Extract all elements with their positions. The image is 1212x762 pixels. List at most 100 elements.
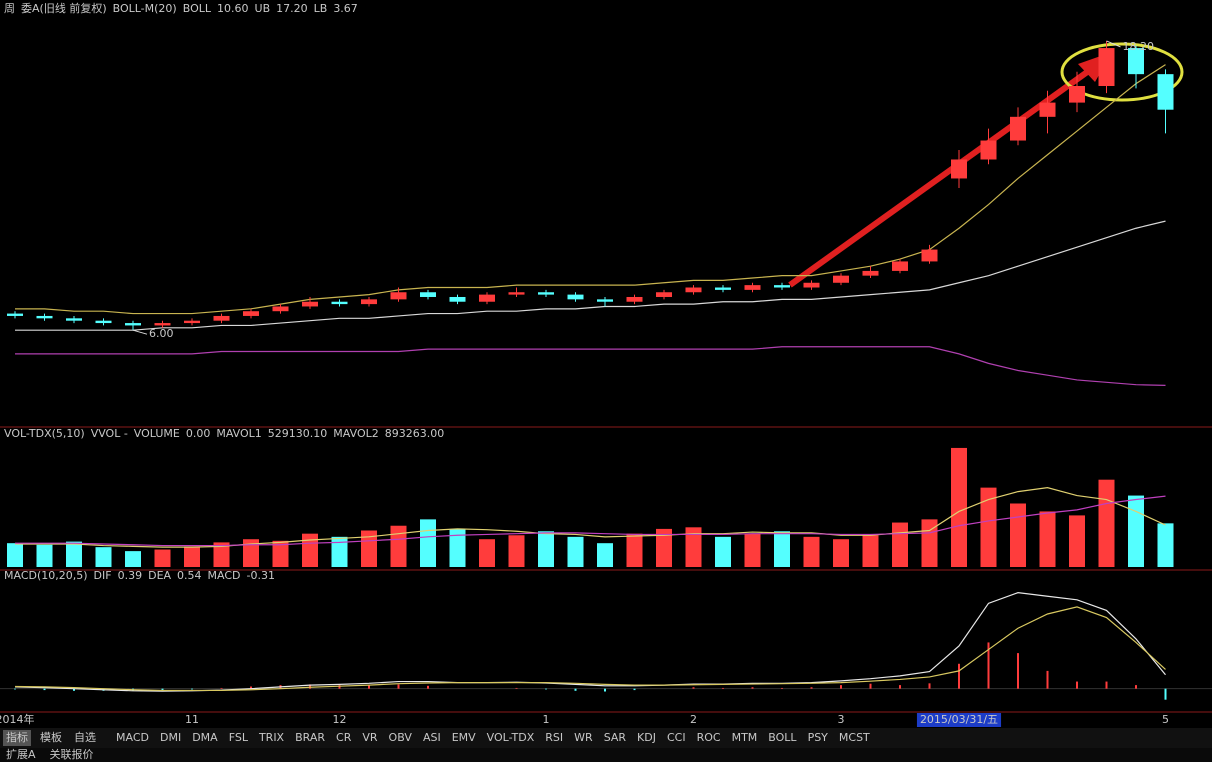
candle-body [420,292,436,297]
indicator-tab[interactable]: CR [336,731,352,744]
candle-body [479,294,495,302]
indicator-tab[interactable]: BRAR [295,731,325,744]
indicator-tab[interactable]: DMI [160,731,181,744]
volume-bar [567,536,584,567]
header-text: 周 [4,2,15,15]
price-marker [132,329,148,335]
header-text: DIF [94,569,112,582]
indicator-tab[interactable]: ASI [423,731,441,744]
indicator-tab[interactable]: MCST [839,731,870,744]
volume-bar [538,531,554,567]
candle-body [36,315,53,319]
toolbar-bg [0,728,1212,748]
candle-body [184,320,200,324]
candle-body [567,294,584,300]
candle-body [95,320,112,324]
volume-bar [508,535,525,567]
header-text: 893263.00 [385,427,445,440]
header-text: 10.60 [217,2,249,15]
volume-bar [951,447,967,567]
indicator-tab[interactable]: DMA [192,731,218,744]
header-text: BOLL-M(20) [113,2,177,15]
candle-body [508,292,525,295]
volume-bar [125,551,141,567]
volume-bar [774,531,790,567]
volume-bar [626,533,643,567]
candle-body [1069,86,1085,103]
candle-body [66,318,82,321]
x-tick-label: 2 [690,713,697,726]
indicator-tab[interactable]: PSY [808,731,829,744]
volume-bar [1098,479,1115,567]
candle-body [1010,116,1026,141]
indicator-tab[interactable]: RSI [545,731,563,744]
candle-body [538,292,554,295]
volume-bar [1128,495,1144,567]
volume-bar [1069,515,1085,567]
status-bg [0,748,1212,762]
indicator-tab[interactable]: TRIX [258,731,285,744]
volume-bar [66,541,82,567]
status-tab[interactable]: 关联报价 [50,747,94,761]
candle-body [243,311,259,316]
indicator-tab[interactable]: WR [574,731,593,744]
volume-bar [184,546,200,567]
volume-bar [243,539,259,567]
volume-bar [7,543,23,567]
volume-bar [656,528,672,567]
indicator-tab[interactable]: KDJ [637,731,656,744]
header-text: MAVOL1 [216,427,261,440]
volume-bar [892,522,908,567]
candle-body [213,315,230,321]
indicator-line [15,64,1166,315]
indicator-tab[interactable]: OBV [389,731,413,744]
indicator-line [15,346,1166,387]
header-text: VVOL - [91,427,128,440]
candle-body [744,285,761,290]
indicator-tab[interactable]: SAR [604,731,627,744]
status-tab[interactable]: 扩展A [6,747,36,761]
header-text: 0.39 [118,569,143,582]
indicator-tab[interactable]: MTM [732,731,758,744]
x-tick-label: 12 [333,713,347,726]
candle-body [862,270,879,276]
header-text: MAVOL2 [333,427,378,440]
x-tick-label: 1 [543,713,550,726]
volume-bar [597,543,613,567]
volume-bar [980,487,997,567]
header-text: 3.67 [333,2,358,15]
indicator-tab[interactable]: FSL [229,731,249,744]
tab[interactable]: 指标 [6,730,28,744]
indicator-tab[interactable]: ROC [697,731,721,744]
header-text: 委A(旧线 前复权) [21,1,107,15]
volume-bar [95,547,112,567]
header-text: VOL-TDX(5,10) [4,427,85,440]
candle-body [597,299,613,302]
candle-body [685,287,702,293]
header-text: UB [255,2,271,15]
volume-bar [803,536,820,567]
candle-body [1098,48,1115,87]
indicator-tab[interactable]: BOLL [768,731,797,744]
x-tick-label: 3 [838,713,845,726]
candle-body [302,301,318,307]
indicator-tab[interactable]: EMV [452,731,476,744]
tab[interactable]: 模板 [40,730,62,744]
tab-active [3,730,31,746]
volume-bar [390,525,407,567]
header-text: 17.20 [276,2,308,15]
candle-body [7,313,23,316]
indicator-tab[interactable]: VR [362,731,378,744]
indicator-tab[interactable]: MACD [116,731,149,744]
tab[interactable]: 自选 [74,731,96,744]
indicator-tab[interactable]: VOL-TDX [487,731,535,744]
indicator-tab[interactable]: CCI [667,731,686,744]
candle-body [154,323,171,326]
header-text: LB [314,2,328,15]
volume-bar [685,527,702,567]
volume-bar [1157,523,1174,567]
header-text: 529130.10 [268,427,328,440]
candle-body [656,292,672,297]
volume-bar [213,542,230,567]
header-text: 0.00 [186,427,211,440]
